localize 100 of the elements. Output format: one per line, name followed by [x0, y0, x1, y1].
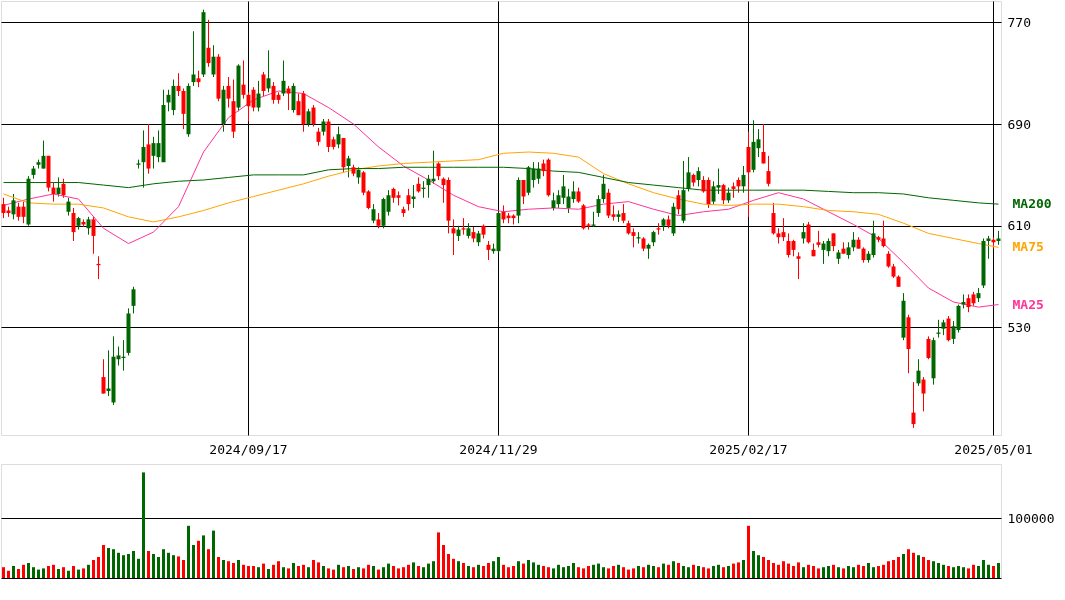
bar	[192, 545, 195, 578]
candlestick	[101, 358, 106, 395]
candlestick	[131, 286, 136, 314]
bar	[892, 560, 895, 578]
bar	[777, 564, 780, 578]
bar	[492, 561, 495, 578]
bar	[577, 567, 580, 578]
bar	[427, 563, 430, 578]
bar	[792, 566, 795, 578]
bar	[97, 557, 100, 578]
candlestick	[451, 218, 456, 256]
bar	[167, 552, 170, 578]
bar	[852, 567, 855, 578]
candlestick	[921, 376, 926, 412]
bar	[857, 564, 860, 578]
bar	[137, 558, 140, 578]
bar	[347, 566, 350, 578]
bar	[752, 551, 755, 578]
bar	[12, 566, 15, 578]
bar	[257, 567, 260, 578]
bar	[37, 569, 40, 578]
bar	[352, 569, 355, 578]
bar	[112, 549, 115, 578]
bar	[317, 562, 320, 578]
bar	[932, 561, 935, 578]
bar	[222, 560, 225, 578]
bar	[477, 564, 480, 578]
bar	[812, 566, 815, 578]
bar	[157, 557, 160, 578]
candlestick	[761, 123, 766, 164]
bar	[122, 555, 125, 578]
bar	[807, 564, 810, 578]
bar	[447, 554, 450, 578]
bar	[557, 564, 560, 578]
bar	[232, 563, 235, 578]
bar	[667, 564, 670, 578]
bar	[662, 563, 665, 578]
bar	[187, 525, 190, 578]
bar	[627, 569, 630, 578]
bar	[392, 566, 395, 578]
candlestick	[851, 231, 856, 252]
series-label: MA75	[1012, 239, 1044, 255]
bar	[517, 561, 520, 578]
bar	[882, 564, 885, 578]
bar	[67, 570, 70, 578]
bar	[432, 561, 435, 578]
bar	[962, 567, 965, 578]
x-tick-label: 2024/09/17	[209, 441, 288, 457]
bar	[802, 567, 805, 578]
candlestick	[51, 182, 56, 203]
bar	[727, 566, 730, 578]
candlestick	[56, 176, 61, 198]
bar	[377, 569, 380, 578]
candlestick	[911, 381, 916, 429]
candlestick	[696, 166, 701, 187]
bar	[47, 566, 50, 578]
candlestick	[796, 251, 801, 280]
bar	[357, 567, 360, 578]
bar	[322, 566, 325, 578]
bar	[267, 569, 270, 578]
bar	[902, 554, 905, 578]
bar	[642, 567, 645, 578]
bar	[937, 563, 940, 578]
x-tick-label: 2025/02/17	[709, 441, 788, 457]
bar	[22, 564, 25, 578]
bar	[102, 545, 105, 578]
candlestick	[286, 85, 291, 111]
bar	[512, 566, 515, 578]
bar	[677, 563, 680, 578]
bar	[282, 567, 285, 578]
bar	[737, 562, 740, 578]
bar	[212, 530, 215, 578]
candlestick	[266, 49, 271, 93]
bar	[597, 563, 600, 578]
bar	[692, 564, 695, 578]
bar	[387, 563, 390, 578]
bar	[972, 564, 975, 578]
candlestick	[781, 217, 786, 242]
bar	[637, 566, 640, 578]
bar	[887, 561, 890, 578]
bar	[847, 566, 850, 578]
bar	[897, 557, 900, 578]
bar	[77, 569, 80, 578]
bar	[987, 564, 990, 578]
bar	[742, 560, 745, 578]
bar	[607, 568, 610, 578]
bar	[332, 569, 335, 578]
bar	[817, 568, 820, 578]
bar	[552, 568, 555, 578]
candlestick	[766, 155, 771, 187]
candlestick	[986, 235, 991, 260]
bar	[62, 567, 65, 578]
candlestick	[946, 315, 951, 342]
candlestick	[181, 87, 186, 130]
bar	[872, 567, 875, 578]
bar	[832, 564, 835, 578]
candlestick	[486, 240, 491, 261]
bar	[227, 561, 230, 578]
bar	[237, 560, 240, 578]
bar	[127, 554, 130, 578]
